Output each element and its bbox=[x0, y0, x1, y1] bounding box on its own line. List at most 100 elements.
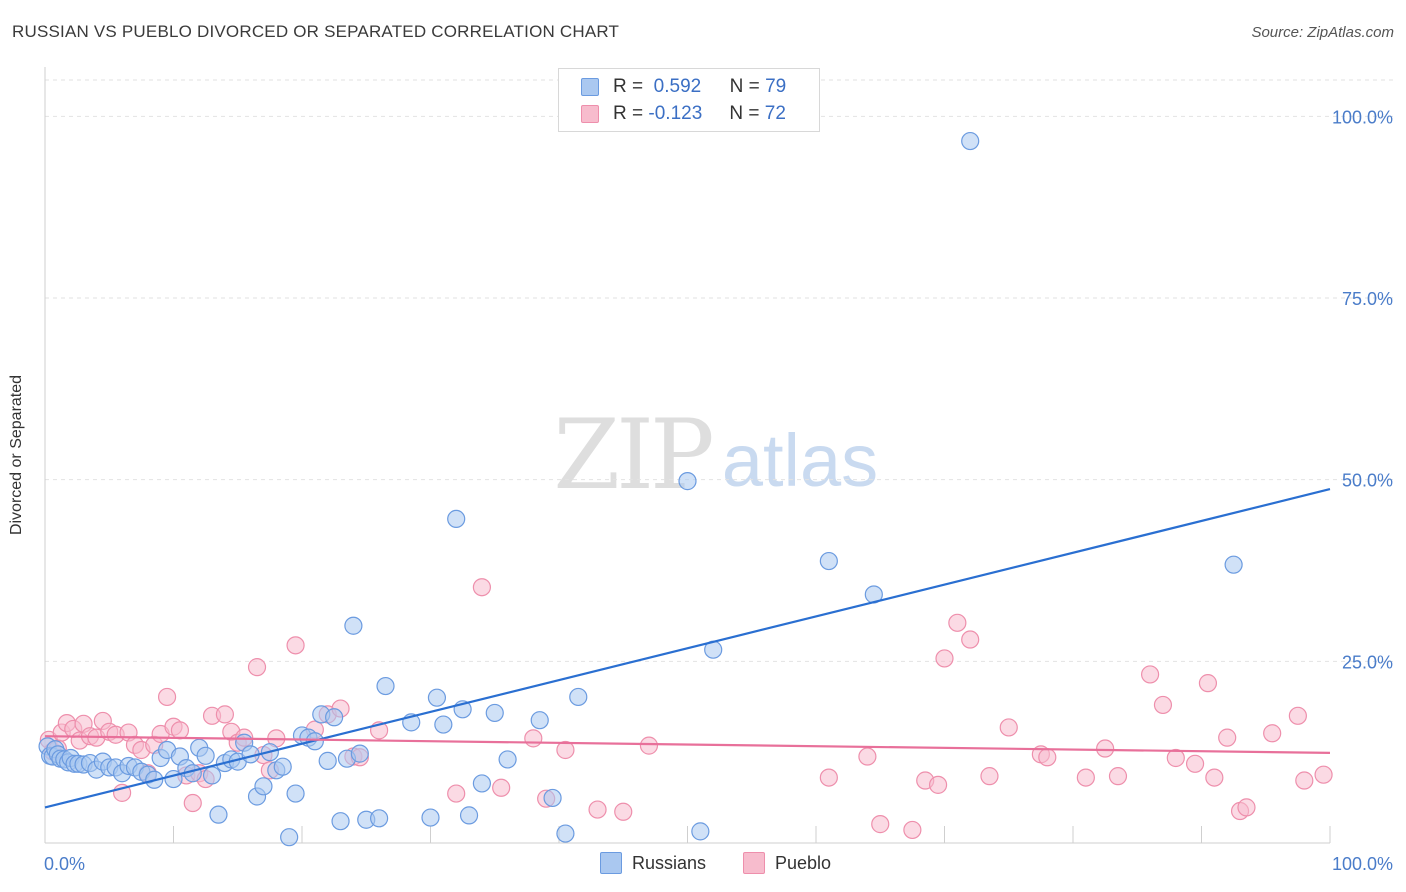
legend-label-pueblo: Pueblo bbox=[775, 852, 832, 873]
pueblo-point bbox=[1185, 754, 1205, 773]
russians-point bbox=[318, 751, 337, 770]
pueblo-point bbox=[447, 784, 466, 803]
y-tick-label: 75.0% bbox=[1342, 289, 1393, 309]
pueblo-point bbox=[1198, 674, 1218, 693]
y-tick-label: 50.0% bbox=[1342, 471, 1393, 491]
watermark: ZIP atlas bbox=[553, 399, 878, 511]
legend-n-label: N = bbox=[729, 76, 760, 97]
pueblo-point bbox=[1166, 748, 1185, 768]
legend-row-pueblo: R = -0.123 N = 72 bbox=[581, 102, 786, 126]
pueblo-point bbox=[183, 793, 202, 813]
pueblo-point bbox=[1314, 765, 1333, 784]
russians-point bbox=[556, 824, 575, 843]
legend-item-pueblo[interactable]: Pueblo bbox=[743, 852, 831, 874]
x-tick-label: 0.0% bbox=[44, 854, 85, 874]
pueblo-point bbox=[1288, 706, 1307, 725]
pueblo-point bbox=[247, 658, 267, 677]
russians-point bbox=[350, 744, 369, 763]
pueblo-point bbox=[1218, 728, 1237, 747]
legend-r-value: -0.123 bbox=[648, 103, 703, 124]
pueblo-point bbox=[928, 775, 948, 794]
russians-point bbox=[427, 688, 447, 707]
pueblo-point bbox=[819, 768, 838, 787]
legend-n-value: 72 bbox=[764, 103, 786, 124]
russians-point bbox=[254, 777, 273, 796]
russians-swatch bbox=[581, 78, 599, 96]
pueblo-point bbox=[614, 802, 633, 821]
russians-point bbox=[370, 809, 389, 828]
pueblo-point bbox=[556, 740, 575, 760]
russians-point bbox=[447, 509, 466, 529]
russians-point bbox=[691, 822, 710, 841]
russians-point bbox=[331, 812, 350, 831]
pueblo-point bbox=[935, 649, 954, 668]
pueblo-point bbox=[286, 636, 305, 655]
russians-point bbox=[498, 750, 517, 769]
russians-point bbox=[459, 806, 479, 825]
russians-point bbox=[209, 805, 228, 824]
pueblo-point bbox=[215, 705, 234, 724]
pueblo-point bbox=[472, 578, 491, 597]
y-tick-label: 100.0% bbox=[1332, 107, 1393, 127]
legend-n-label: N = bbox=[729, 103, 760, 124]
pueblo-point bbox=[999, 718, 1018, 737]
pueblo-point bbox=[157, 687, 177, 707]
legend-r-label: R = bbox=[613, 103, 644, 124]
legend-row-russians: R = 0.592 N = 79 bbox=[581, 75, 786, 99]
pueblo-swatch bbox=[743, 852, 765, 874]
pueblo-point bbox=[492, 778, 511, 797]
pueblo-point bbox=[524, 729, 543, 748]
russians-point bbox=[434, 715, 453, 734]
russians-point bbox=[280, 828, 299, 847]
russians-point bbox=[961, 131, 980, 151]
pueblo-point bbox=[871, 815, 890, 834]
pueblo-point bbox=[903, 820, 922, 840]
pueblo-point bbox=[170, 721, 190, 740]
grid bbox=[45, 79, 1394, 662]
pueblo-point bbox=[1295, 771, 1314, 790]
russians-point bbox=[202, 766, 222, 785]
pueblo-point bbox=[980, 767, 999, 786]
watermark-zip: ZIP bbox=[553, 399, 712, 511]
russians-point bbox=[286, 784, 305, 803]
pueblo-point bbox=[1096, 739, 1115, 758]
russians-point bbox=[472, 774, 491, 793]
pueblo-point bbox=[588, 800, 607, 819]
pueblo-point bbox=[1153, 695, 1173, 715]
pueblo-point bbox=[1205, 768, 1224, 787]
russians-point bbox=[543, 788, 562, 808]
pueblo-point bbox=[948, 613, 967, 632]
pueblo-point bbox=[858, 747, 877, 766]
chart-source: Source: ZipAtlas.com bbox=[1251, 24, 1394, 41]
russians-point bbox=[376, 676, 395, 696]
legend-r-label: R = bbox=[613, 76, 644, 97]
pueblo-point bbox=[1140, 665, 1160, 684]
watermark-atlas: atlas bbox=[722, 419, 878, 502]
pueblo-point bbox=[1237, 798, 1256, 817]
trend-lines bbox=[44, 488, 1331, 809]
russians-point bbox=[569, 687, 588, 707]
pueblo-point bbox=[1263, 724, 1282, 743]
legend-item-russians[interactable]: Russians bbox=[600, 852, 706, 874]
axes bbox=[44, 67, 1331, 844]
pueblo-point bbox=[1076, 768, 1095, 787]
russians-point bbox=[485, 703, 504, 723]
correlation-legend: R = 0.592 N = 79 R = -0.123 N = 72 bbox=[558, 68, 820, 132]
pueblo-point bbox=[1038, 748, 1057, 767]
russians-swatch bbox=[600, 852, 622, 874]
russians-point bbox=[421, 808, 440, 827]
pueblo-point bbox=[961, 630, 980, 649]
legend-label-russians: Russians bbox=[632, 852, 707, 873]
pueblo-point bbox=[639, 736, 659, 755]
russians-point bbox=[1224, 555, 1243, 574]
tick-labels: 25.0% 50.0% 75.0% 100.0% 0.0% 100.0% bbox=[44, 107, 1393, 874]
pueblo-points bbox=[39, 578, 1333, 840]
x-tick-label: 100.0% bbox=[1332, 854, 1393, 874]
pueblo-point bbox=[1108, 767, 1128, 786]
russians-trend-line bbox=[44, 488, 1331, 809]
russians-point bbox=[196, 746, 215, 765]
russians-point bbox=[325, 708, 344, 727]
russians-point bbox=[530, 711, 549, 730]
pueblo-trend-line bbox=[44, 735, 1331, 754]
y-tick-label: 25.0% bbox=[1342, 652, 1393, 672]
